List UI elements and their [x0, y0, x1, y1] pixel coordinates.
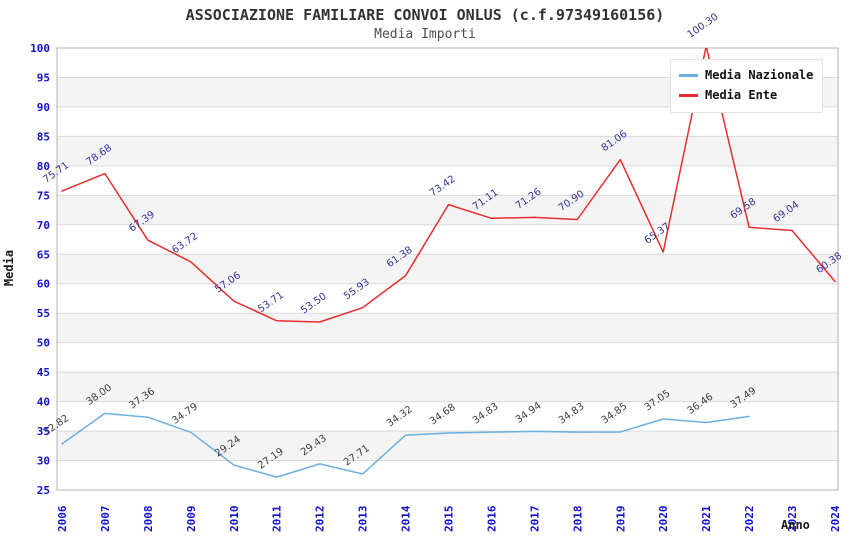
- x-tick-label: 2023: [786, 506, 799, 533]
- y-tick-label: 100: [30, 42, 50, 55]
- chart-subtitle: Media Importi: [374, 27, 476, 42]
- band-row: [57, 431, 838, 461]
- y-axis-title: Media: [2, 250, 16, 286]
- x-tick-label: 2017: [528, 506, 541, 533]
- data-label: 53.71: [256, 290, 286, 315]
- legend-swatch-icon: [679, 93, 698, 97]
- band-row: [57, 372, 838, 402]
- legend-item-media-nazionale: Media Nazionale: [679, 65, 813, 85]
- legend-label: Media Nazionale: [705, 68, 814, 82]
- y-tick-label: 70: [37, 219, 50, 232]
- x-tick-label: 2015: [443, 506, 456, 533]
- y-tick-label: 30: [37, 455, 50, 468]
- x-tick-label: 2007: [99, 506, 112, 533]
- data-label: 34.83: [557, 401, 587, 426]
- band-row: [57, 313, 838, 343]
- media-nazionale-line: [61, 412, 750, 478]
- x-axis-title: Anno: [781, 518, 810, 532]
- x-tick-label: 2009: [185, 506, 198, 533]
- x-tick-label: 2019: [614, 506, 627, 533]
- y-tick-label: 90: [37, 101, 50, 114]
- x-tick-label: 2022: [743, 506, 756, 533]
- y-tick-label: 85: [37, 130, 50, 143]
- legend-item-media-ente: Media Ente: [679, 85, 813, 105]
- band-row: [57, 254, 838, 284]
- y-tick-label: 25: [37, 484, 50, 497]
- x-tick-label: 2006: [56, 505, 69, 532]
- y-tick-label: 35: [37, 425, 50, 438]
- y-tick-label: 50: [37, 337, 50, 350]
- data-label: 34.94: [514, 400, 544, 425]
- data-label: 34.83: [471, 401, 501, 426]
- y-tick-label: 75: [37, 189, 50, 202]
- x-tick-label: 2014: [400, 505, 413, 532]
- x-tick-label: 2008: [142, 506, 155, 533]
- y-tick-label: 95: [37, 71, 50, 84]
- y-tick-label: 40: [37, 396, 50, 409]
- data-label: 100.30: [686, 12, 721, 41]
- legend-swatch-icon: [679, 73, 698, 77]
- x-tick-label: 2011: [271, 505, 284, 532]
- x-tick-label: 2012: [314, 506, 327, 533]
- chart-title: ASSOCIAZIONE FAMILIARE CONVOI ONLUS (c.f…: [185, 6, 665, 24]
- band-row: [57, 195, 838, 225]
- x-tick-label: 2024: [829, 505, 842, 532]
- data-label: 63.72: [170, 231, 200, 256]
- x-tick-label: 2018: [571, 506, 584, 533]
- x-tick-label: 2010: [228, 506, 241, 533]
- y-tick-label: 55: [37, 307, 50, 320]
- band-row: [57, 136, 838, 166]
- data-label: 34.32: [385, 404, 415, 429]
- data-label: 53.50: [299, 291, 329, 316]
- data-label: 34.79: [170, 401, 200, 426]
- x-tick-label: 2020: [657, 506, 670, 533]
- y-tick-label: 45: [37, 366, 50, 379]
- x-tick-label: 2013: [357, 506, 370, 533]
- x-tick-label: 2016: [485, 505, 498, 532]
- media-ente-line: [61, 48, 836, 323]
- data-label: 34.68: [428, 402, 458, 427]
- y-tick-label: 60: [37, 278, 50, 291]
- y-tick-label: 65: [37, 248, 50, 261]
- data-label: 34.85: [600, 401, 630, 426]
- legend: Media Nazionale Media Ente: [670, 59, 824, 113]
- x-tick-label: 2021: [700, 505, 713, 532]
- legend-label: Media Ente: [705, 88, 778, 102]
- plot-border: [56, 47, 839, 491]
- y-tick-label: 80: [37, 160, 50, 173]
